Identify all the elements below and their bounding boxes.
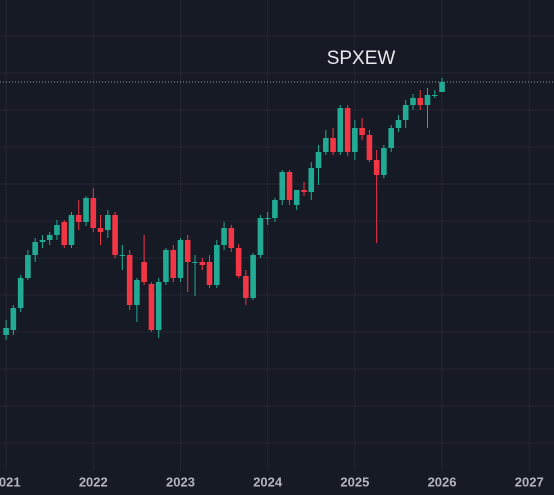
candle-body [177,240,184,278]
candle-body [83,198,89,222]
x-tick-label: 2027 [515,474,544,489]
candle-body [3,328,9,335]
candle-body [199,262,206,265]
candle-body [352,128,358,152]
candle-body [134,280,140,305]
candle-body [330,138,336,152]
chart-title: SPXEW [327,48,396,69]
candle-body [250,255,256,298]
candle-body [25,255,31,278]
candle-body [228,228,235,248]
candle-body [214,245,220,285]
x-tick-label: 2021 [0,474,21,489]
candle-body [264,218,271,219]
candle-body [388,128,395,148]
candle-body [293,190,300,205]
candle-body [148,284,155,330]
x-tick-label: 2026 [428,474,457,489]
candle-body [90,198,97,228]
candle-body [424,95,431,105]
candle-body [39,240,46,242]
x-tick-label: 2025 [340,474,369,489]
candle-body [68,215,75,245]
candle-body [359,128,365,135]
candle-body [272,200,278,218]
candle-body [395,120,402,128]
candle-body [141,262,147,282]
candle-body [221,228,227,245]
candle-body [308,168,315,192]
candle-body [323,138,329,152]
candle-body [10,308,17,330]
candle-body [163,250,169,282]
candle-body [46,235,53,240]
candle-body [366,135,373,160]
candle-body [17,278,24,308]
candle-body [439,82,445,92]
candle-body [235,248,242,276]
candle-body [243,276,249,298]
candle-body [155,282,162,330]
candle-body [32,242,38,255]
x-tick-label: 2022 [79,474,108,489]
x-tick-label: 2023 [166,474,195,489]
candle-body [286,172,293,200]
x-tick-label: 2024 [253,474,283,489]
candle-body [257,218,264,255]
candle-body [75,215,82,222]
candle-body [192,262,198,263]
candle-body [170,250,177,278]
candle-body [373,160,380,175]
candle-body [417,98,424,105]
candle-body [184,240,191,262]
candle-body [54,225,60,235]
candle-body [315,152,322,168]
candle-body [279,172,286,200]
candle-body [402,105,409,120]
candle-body [432,95,438,96]
candle-body [410,98,416,105]
candle-body [61,222,68,245]
candle-body [206,262,213,285]
candle-body [126,255,133,305]
candle-body [344,108,351,152]
candle-body [112,215,118,255]
candle-body [381,148,387,175]
candle-body [97,228,104,232]
candle-body [301,190,307,192]
candle-body [337,108,344,152]
candle-body [119,255,126,256]
candle-body [105,215,111,230]
